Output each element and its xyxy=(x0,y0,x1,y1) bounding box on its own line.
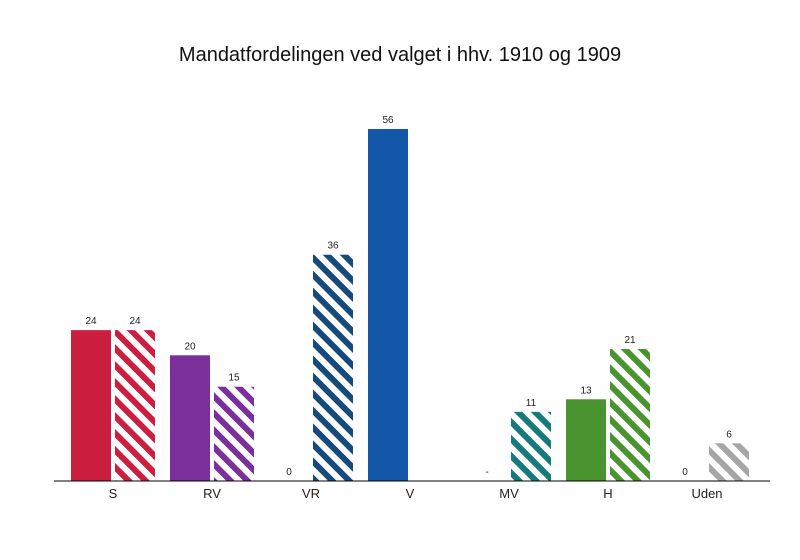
bar-h-series-2 xyxy=(610,349,650,481)
bar-s-series-2 xyxy=(115,330,155,481)
x-tick-label-s: S xyxy=(109,486,118,501)
value-label-uden-series-2: 6 xyxy=(726,429,732,440)
labels-layer: 24 24 S 20 15 RV 0 36 VR 56 V - 11 MV 13 21 H 0 6 Uden xyxy=(85,115,732,501)
x-tick-label-mv: MV xyxy=(499,486,519,501)
value-label-v-series-1: 56 xyxy=(382,115,394,126)
value-label-h-series-2: 21 xyxy=(624,335,636,346)
value-label-s-series-1: 24 xyxy=(85,316,97,327)
bar-s-series-1 xyxy=(71,330,111,481)
bar-rv-series-2 xyxy=(214,386,254,481)
x-tick-label-h: H xyxy=(603,486,612,501)
bar-mv-series-2 xyxy=(511,411,551,481)
value-label-rv-series-2: 15 xyxy=(228,373,240,384)
x-tick-label-uden: Uden xyxy=(691,486,722,501)
bar-h-series-1 xyxy=(566,399,606,481)
value-label-vr-series-1: 0 xyxy=(286,467,292,478)
bars-layer xyxy=(71,129,749,481)
value-label-mv-series-1: - xyxy=(485,467,488,478)
chart-title: Mandatfordelingen ved valget i hhv. 1910… xyxy=(178,44,622,66)
value-label-vr-series-2: 36 xyxy=(327,241,339,252)
value-label-s-series-2: 24 xyxy=(129,316,141,327)
value-label-uden-series-1: 0 xyxy=(682,467,688,478)
value-label-rv-series-1: 20 xyxy=(184,341,196,352)
x-tick-label-v: V xyxy=(406,486,415,501)
bar-uden-series-2 xyxy=(709,443,749,481)
x-tick-label-rv: RV xyxy=(203,486,221,501)
value-label-h-series-1: 13 xyxy=(580,385,592,396)
x-tick-label-vr: VR xyxy=(302,486,320,501)
bar-rv-series-1 xyxy=(170,355,210,481)
value-label-mv-series-2: 11 xyxy=(526,398,537,409)
bar-vr-series-2 xyxy=(313,254,353,481)
bar-v-series-1 xyxy=(368,129,408,481)
